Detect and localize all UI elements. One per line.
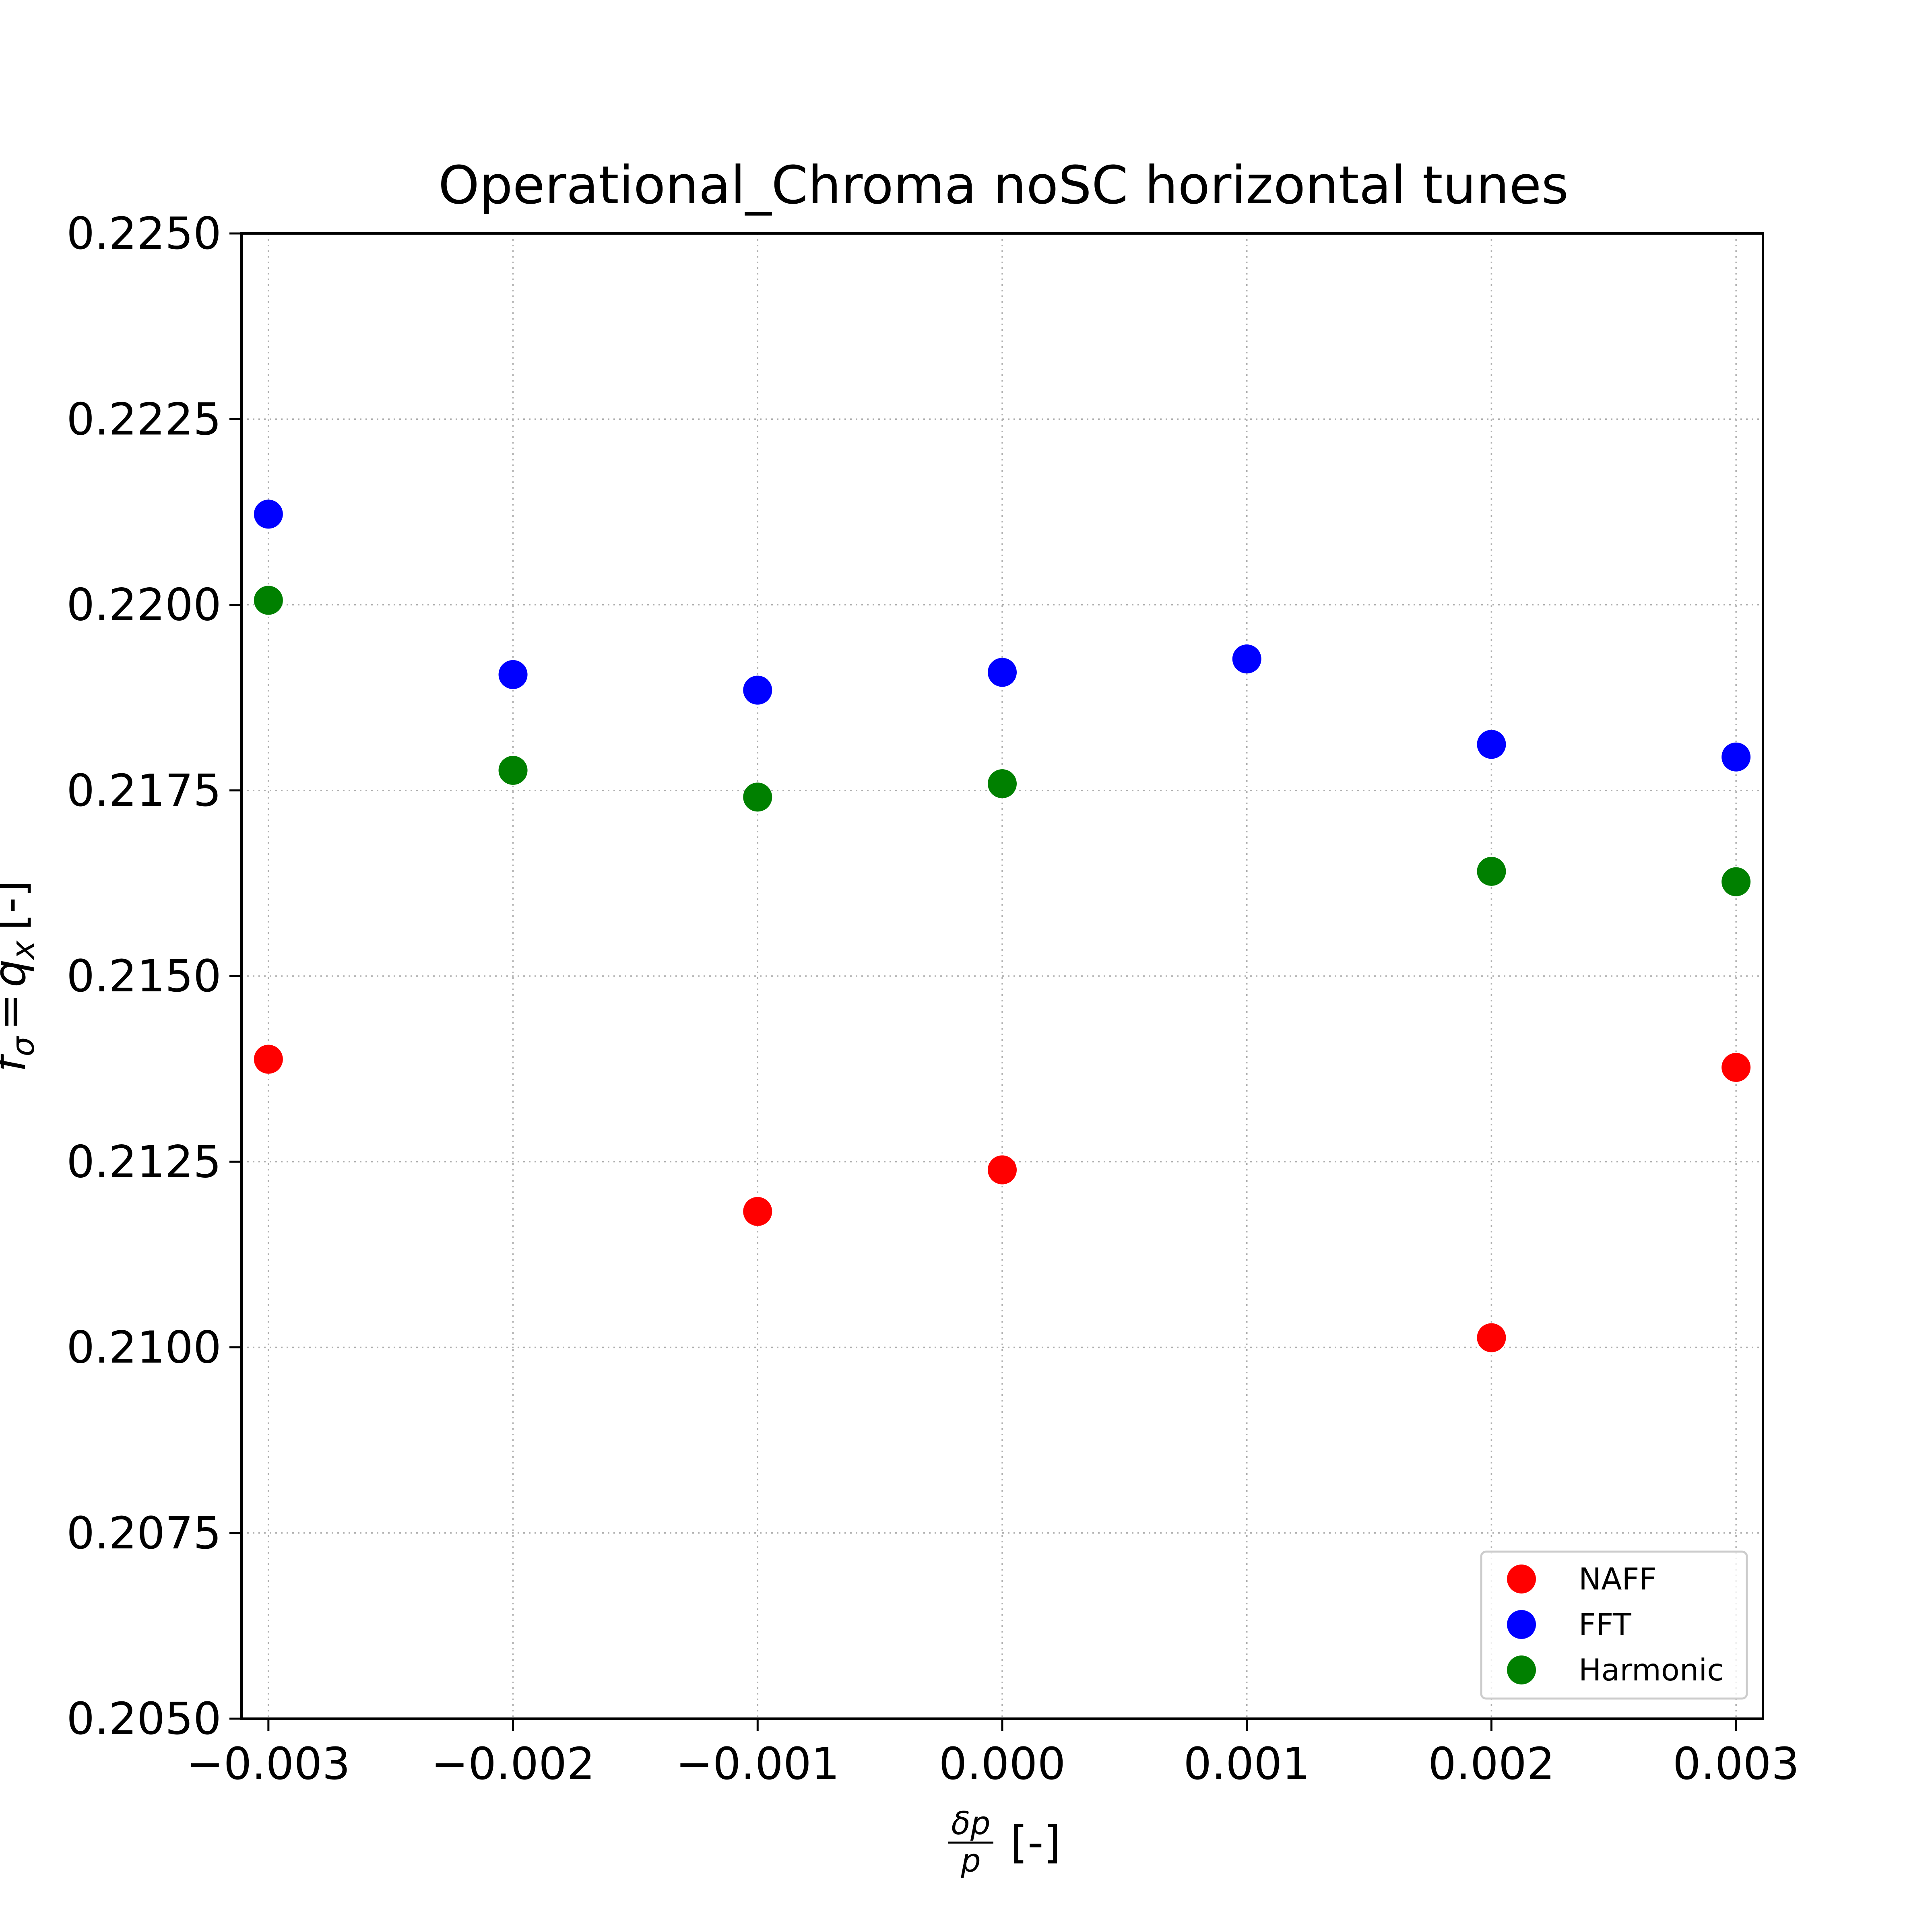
- legend-label-fft: FFT: [1579, 1607, 1632, 1642]
- y-axis-label: fσ=qx[-]: [0, 880, 41, 1072]
- naff-point: [1477, 1323, 1506, 1352]
- harmonic-point: [1477, 857, 1506, 886]
- fft-point: [1721, 742, 1751, 772]
- x-axis-label: δp p [-]: [948, 1806, 1061, 1879]
- x-tick-label: −0.002: [431, 1738, 595, 1790]
- data-points: [254, 500, 1751, 1352]
- harmonic-point: [988, 769, 1017, 799]
- legend-label-harmonic: Harmonic: [1579, 1652, 1724, 1688]
- y-axis-label-subscript: σ: [5, 1036, 41, 1057]
- naff-point: [254, 1044, 283, 1074]
- x-tick-label: −0.003: [186, 1738, 350, 1790]
- x-tick-label: 0.002: [1428, 1738, 1555, 1790]
- legend-box: [1480, 1550, 1748, 1700]
- fft-point: [743, 675, 772, 705]
- x-axis-label-unit: [-]: [1010, 1816, 1061, 1868]
- naff-point: [1721, 1053, 1751, 1082]
- x-axis-label-denominator: p: [960, 1843, 981, 1879]
- fft-point: [988, 658, 1017, 687]
- x-axis-label-numerator: δp: [951, 1806, 990, 1842]
- harmonic-point: [498, 755, 528, 785]
- y-tick-label: 0.2150: [66, 950, 221, 1002]
- legend-label-naff: NAFF: [1579, 1561, 1657, 1597]
- svg-text:fσ=qx[-]: fσ=qx[-]: [0, 880, 41, 1072]
- harmonic-point: [254, 586, 283, 615]
- x-tick-label: 0.003: [1673, 1738, 1800, 1790]
- fft-point: [1477, 730, 1506, 759]
- y-tick-label: 0.2175: [66, 765, 221, 816]
- plot-area-frame: [240, 232, 1764, 1720]
- harmonic-point: [1721, 867, 1751, 896]
- fft-point: [1232, 644, 1261, 674]
- y-axis-label-subscript2: x: [5, 940, 41, 960]
- y-tick-label: 0.2225: [66, 393, 221, 445]
- legend: NAFF FFT Harmonic: [1480, 1550, 1748, 1700]
- harmonic-point: [743, 782, 772, 812]
- naff-point: [988, 1155, 1017, 1185]
- naff-point: [743, 1197, 772, 1226]
- legend-marker-naff: [1507, 1565, 1536, 1593]
- y-tick-label: 0.2050: [66, 1693, 221, 1744]
- y-axis-label-equals: =: [0, 993, 35, 1030]
- y-tick-label: 0.2250: [66, 208, 221, 259]
- fft-point: [498, 660, 528, 689]
- x-tick-label: 0.001: [1183, 1738, 1310, 1790]
- chart-title: Operational_Chroma noSC horizontal tunes: [438, 155, 1569, 216]
- axis-ticks: −0.003 −0.002 −0.001 0.000 0.001 0.002 0.003 0.…: [66, 208, 1800, 1790]
- y-tick-label: 0.2125: [66, 1136, 221, 1187]
- y-axis-label-unit: [-]: [0, 880, 35, 931]
- y-tick-label: 0.2100: [66, 1322, 221, 1373]
- fft-point: [254, 500, 283, 529]
- legend-marker-fft: [1507, 1610, 1536, 1639]
- x-tick-label: −0.001: [676, 1738, 840, 1790]
- legend-marker-harmonic: [1507, 1655, 1536, 1684]
- y-tick-label: 0.2200: [66, 579, 221, 631]
- y-tick-label: 0.2075: [66, 1507, 221, 1559]
- y-axis-label-symbol2: q: [0, 959, 35, 987]
- x-tick-label: 0.000: [939, 1738, 1066, 1790]
